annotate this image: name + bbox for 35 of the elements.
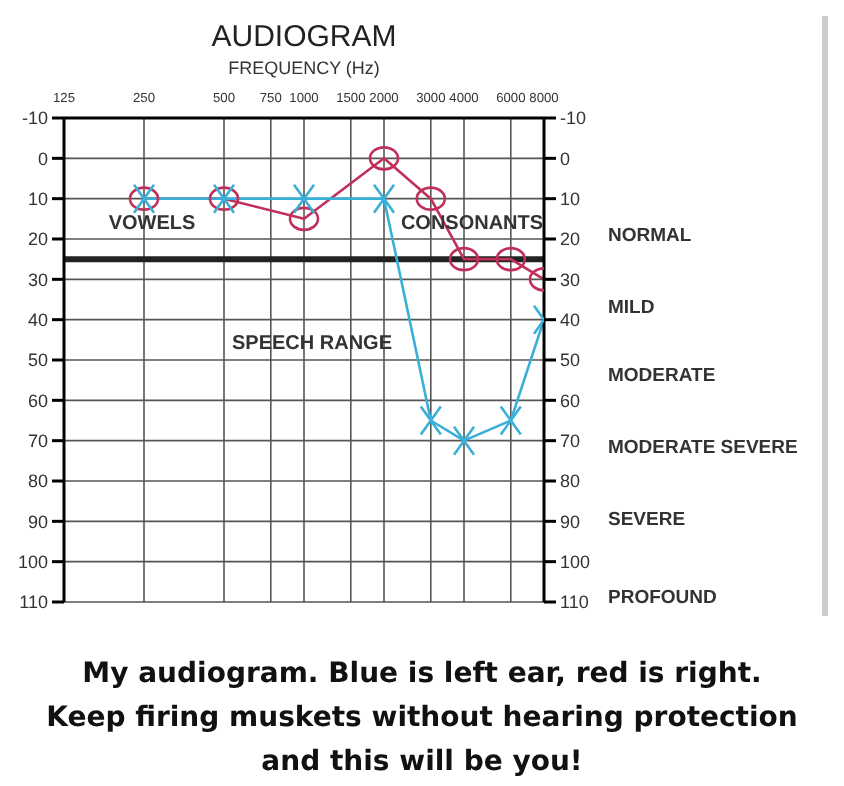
text: PROFOUND — [608, 587, 717, 610]
y-tick-label: 10 — [27, 189, 48, 210]
y-tick-label: 110 — [19, 592, 48, 613]
y-tick-label: 90 — [27, 511, 48, 532]
text: NORMAL — [608, 224, 692, 247]
y2-tick-label: 100 — [560, 552, 591, 573]
y-tick-label: 20 — [27, 229, 48, 250]
y-tick-label: 40 — [27, 310, 48, 331]
y2-tick-label: 0 — [560, 148, 571, 169]
y2-tick-label: 70 — [560, 431, 581, 452]
text: My audiogram. Blue is left ear, red is right. Keep firing muskets without hearing protection and this will be you! — [44, 656, 800, 782]
y2-tick-label: 60 — [560, 390, 581, 411]
y2-tick-label: 10 — [560, 189, 581, 210]
text: MODERATE SEVERE — [608, 437, 798, 460]
text: SEVERE — [608, 509, 686, 532]
chart-title: AUDIOGRAM — [209, 20, 399, 54]
text: MILD — [608, 296, 655, 319]
y-tick-label: 80 — [27, 471, 48, 492]
y-tick-label: 50 — [27, 350, 48, 371]
y-tick-label: 70 — [27, 431, 48, 452]
y2-tick-label: 50 — [560, 350, 581, 371]
text: MODERATE — [608, 364, 716, 387]
y-tick-label: 100 — [17, 552, 48, 573]
y2-tick-label: 20 — [560, 229, 581, 250]
y2-tick-label: -10 — [560, 108, 587, 129]
y2-tick-label: 110 — [560, 592, 589, 613]
y2-tick-label: 40 — [560, 310, 581, 331]
y-tick-label: 60 — [27, 390, 48, 411]
y2-tick-label: 80 — [560, 471, 581, 492]
y-tick-label: 0 — [37, 148, 48, 169]
y-tick-label: -10 — [21, 108, 48, 129]
y2-tick-label: 90 — [560, 511, 581, 532]
x-axis-title: FREQUENCY (Hz) — [226, 58, 382, 78]
y2-tick-label: 30 — [560, 269, 581, 290]
y-tick-label: 30 — [27, 269, 48, 290]
